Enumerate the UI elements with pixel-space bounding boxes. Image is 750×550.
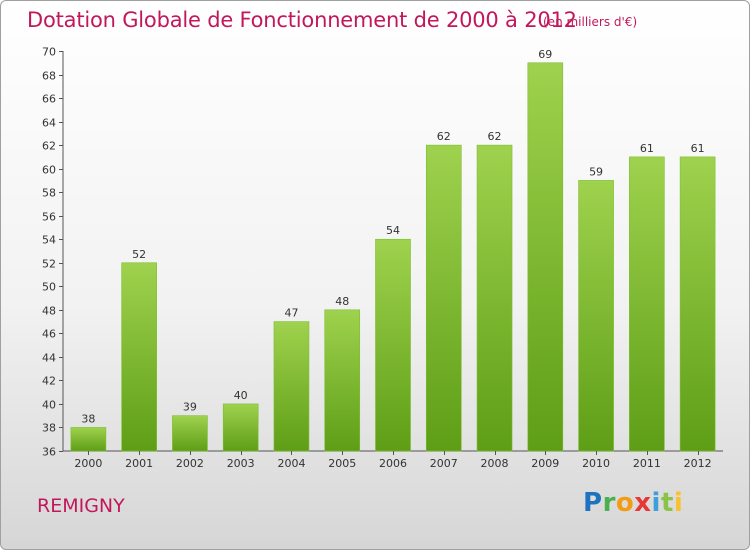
chart-title: Dotation Globale de Fonctionnement de 20… xyxy=(27,8,577,32)
y-tick-label: 66 xyxy=(42,93,56,106)
y-tick-label: 68 xyxy=(42,70,56,83)
bar xyxy=(324,309,361,452)
x-tick-label: 2010 xyxy=(582,457,610,470)
y-tick-label: 48 xyxy=(42,305,56,318)
data-label: 38 xyxy=(81,412,95,425)
y-tick-label: 60 xyxy=(42,164,56,177)
y-tick-label: 44 xyxy=(42,352,56,365)
x-tick-label: 2001 xyxy=(125,457,153,470)
y-tick-label: 56 xyxy=(42,211,56,224)
bar xyxy=(70,427,107,452)
y-tick-label: 38 xyxy=(42,422,56,435)
bar xyxy=(476,144,513,452)
data-label: 62 xyxy=(488,130,502,143)
y-tick-label: 52 xyxy=(42,258,56,271)
x-tick-label: 2009 xyxy=(531,457,559,470)
x-tick-label: 2006 xyxy=(379,457,407,470)
commune-name: REMIGNY xyxy=(37,495,125,517)
chart-unit: (en milliers d'€) xyxy=(543,15,638,29)
bar xyxy=(578,180,614,452)
data-label: 54 xyxy=(386,224,400,237)
y-tick-label: 46 xyxy=(42,328,56,341)
data-label: 59 xyxy=(589,165,603,178)
y-tick-label: 36 xyxy=(42,446,56,459)
bar xyxy=(679,156,716,452)
y-tick-label: 42 xyxy=(42,375,56,388)
data-label: 48 xyxy=(335,295,349,308)
y-tick-label: 40 xyxy=(42,399,56,412)
data-label: 62 xyxy=(437,130,451,143)
proxiti-logo[interactable]: Proxiti xyxy=(583,488,684,518)
data-label: 61 xyxy=(691,142,705,155)
bar xyxy=(375,238,411,452)
bar xyxy=(425,144,462,452)
x-tick-label: 2005 xyxy=(328,457,356,470)
y-tick-label: 50 xyxy=(42,281,56,294)
data-label: 61 xyxy=(640,142,654,155)
data-label: 47 xyxy=(284,307,298,320)
bar xyxy=(222,403,259,452)
y-tick-label: 62 xyxy=(42,140,56,153)
y-tick-label: 70 xyxy=(42,46,56,59)
x-tick-label: 2012 xyxy=(684,457,712,470)
bar xyxy=(121,262,157,452)
bar xyxy=(527,62,564,452)
data-label: 52 xyxy=(132,248,146,261)
data-label: 69 xyxy=(538,48,552,61)
x-tick-label: 2000 xyxy=(74,457,102,470)
x-tick-label: 2002 xyxy=(176,457,204,470)
x-tick-label: 2007 xyxy=(430,457,458,470)
x-tick-label: 2011 xyxy=(633,457,661,470)
bar xyxy=(172,415,208,452)
data-label: 40 xyxy=(234,389,248,402)
bar xyxy=(273,321,310,452)
x-tick-label: 2008 xyxy=(481,457,509,470)
y-tick-label: 64 xyxy=(42,117,56,130)
bar xyxy=(629,156,665,452)
y-tick-label: 58 xyxy=(42,187,56,200)
x-tick-label: 2004 xyxy=(277,457,305,470)
data-label: 39 xyxy=(183,401,197,414)
x-tick-label: 2003 xyxy=(227,457,255,470)
y-tick-label: 54 xyxy=(42,234,56,247)
